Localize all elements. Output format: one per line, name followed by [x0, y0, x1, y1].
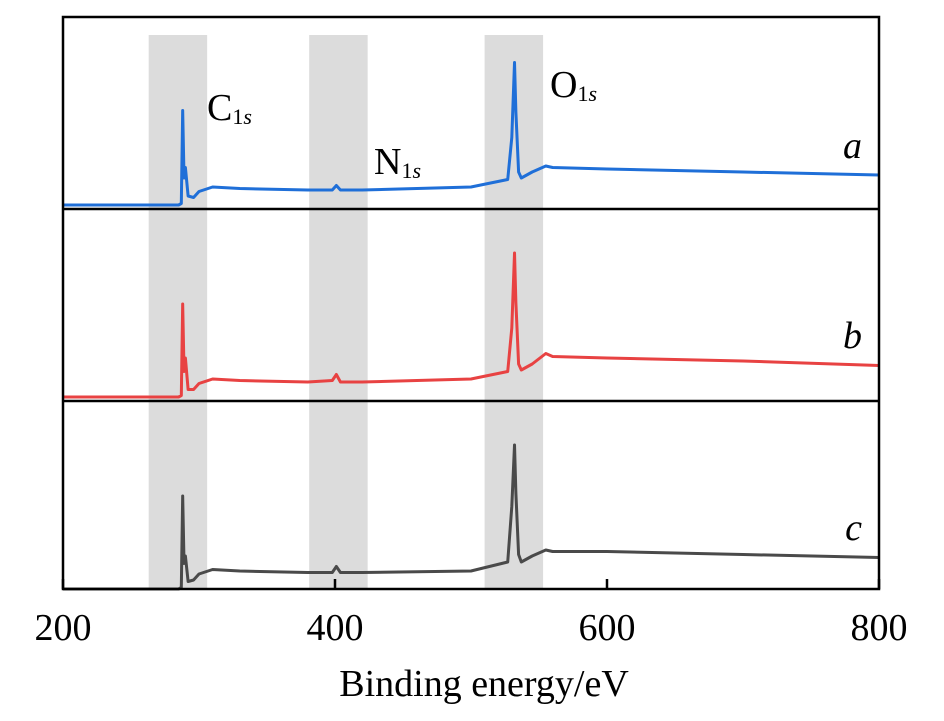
plot-border [61, 15, 881, 591]
series-line-b [63, 251, 880, 399]
panel-label-c: c [845, 507, 862, 549]
peak-label-subscript: 1 [401, 158, 412, 183]
x-axis-title: Binding energy/eV [339, 663, 629, 705]
peak-label-element: O [550, 64, 577, 106]
x-tick-label-600: 600 [579, 607, 636, 649]
plot-frame [61, 15, 881, 591]
x-tick-label-800: 800 [851, 607, 908, 649]
peak-label-subscript-italic: s [243, 104, 252, 129]
panel-label-a: a [843, 125, 862, 167]
highlight-bands [148, 35, 544, 589]
x-tick-label-400: 400 [307, 607, 364, 649]
x-axis-ticks: 200 400 600 800 [35, 579, 908, 649]
highlight-band-c [148, 35, 208, 589]
peak-label-c: C1s [207, 87, 252, 129]
peak-label-subscript-italic: s [588, 81, 597, 106]
x-tick-label-200: 200 [35, 607, 92, 649]
peak-label-subscript: 1 [577, 81, 588, 106]
peak-label-subscript: 1 [232, 104, 243, 129]
peak-label-subscript-italic: s [412, 158, 421, 183]
peak-label-o: O1s [550, 64, 597, 106]
peak-label-element: C [207, 87, 232, 129]
series-line-a [63, 61, 880, 207]
series-line-c [63, 443, 880, 591]
peak-label-element: N [374, 141, 401, 183]
panel-label-b: b [843, 315, 862, 357]
series-lines [63, 61, 880, 591]
highlight-band-n [309, 35, 368, 589]
peak-label-n: N1s [374, 141, 421, 183]
